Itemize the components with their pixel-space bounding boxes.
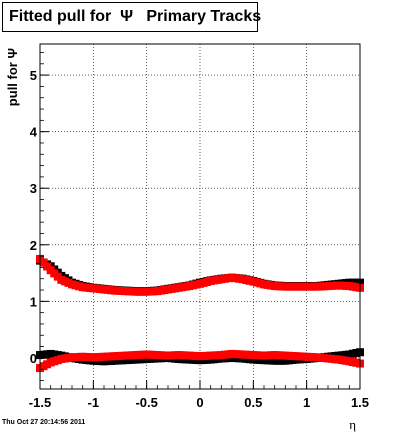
y-tick-label: 2: [30, 238, 37, 253]
grid: [40, 44, 360, 389]
axis-ticks: [39, 52, 361, 389]
series-1: [36, 254, 364, 296]
x-tick-label: -1: [88, 395, 100, 410]
y-tick-label: 0: [30, 351, 37, 366]
chart-title: Fitted pull for Ψ Primary Tracks: [2, 2, 261, 32]
x-axis-title: η: [349, 417, 356, 432]
x-tick-label: 1: [303, 395, 310, 410]
y-tick-label: 5: [30, 68, 37, 83]
x-tick-label: 0: [196, 395, 203, 410]
axis-labels: -1.5 -1 -0.5 0 0.5 1 1.5 0 1 2 3 4 5 η pull for Ψ: [5, 48, 369, 432]
x-tick-label: 1.5: [351, 395, 369, 410]
x-tick-label: 0.5: [244, 395, 262, 410]
y-tick-label: 1: [30, 294, 37, 309]
footer-timestamp: Thu Oct 27 20:14:56 2011: [2, 419, 86, 426]
x-tick-label: -1.5: [29, 395, 51, 410]
y-tick-label: 4: [30, 125, 38, 140]
y-tick-label: 3: [30, 181, 37, 196]
x-tick-label: -0.5: [135, 395, 157, 410]
series-3: [36, 349, 364, 373]
data-series: [36, 254, 364, 373]
y-axis-title: pull for Ψ: [5, 48, 20, 106]
